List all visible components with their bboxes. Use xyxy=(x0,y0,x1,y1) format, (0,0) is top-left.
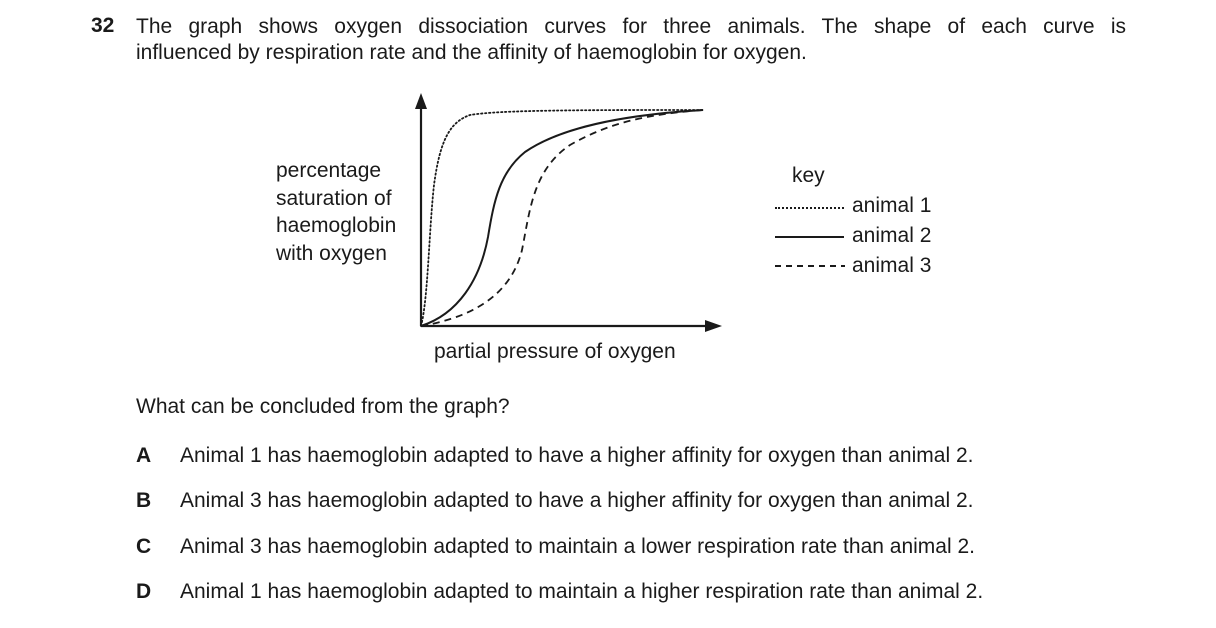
question-number: 32 xyxy=(91,14,115,37)
key-line-dashed xyxy=(775,265,845,267)
y-axis-label-line: haemoglobin xyxy=(276,214,397,237)
curve-animal-1 xyxy=(420,109,704,327)
key-item-animal-3: animal 3 xyxy=(852,254,932,277)
option-c-text[interactable]: Animal 3 has haemoglobin adapted to main… xyxy=(180,535,975,558)
y-axis-label-line: saturation of xyxy=(276,186,392,210)
y-axis-label-line: percentage xyxy=(276,159,382,182)
question-prompt: What can be concluded from the graph? xyxy=(136,395,510,418)
key-item-animal-2: animal 2 xyxy=(852,224,932,247)
key-item-animal-1: animal 1 xyxy=(852,194,932,217)
question-stem-line-1: The graph shows oxygen dissociation curv… xyxy=(136,15,1126,38)
option-a-text[interactable]: Animal 1 has haemoglobin adapted to have… xyxy=(180,444,974,467)
y-axis-arrowhead xyxy=(415,93,427,109)
option-d-letter[interactable]: D xyxy=(136,580,152,603)
option-a-letter[interactable]: A xyxy=(136,444,152,467)
key-title: key xyxy=(792,164,825,187)
x-axis-arrowhead xyxy=(705,320,722,332)
x-axis-label: partial pressure of oxygen xyxy=(434,340,676,363)
option-b-text[interactable]: Animal 3 has haemoglobin adapted to have… xyxy=(180,489,974,512)
key-line-dotted xyxy=(775,207,844,209)
option-d-text[interactable]: Animal 1 has haemoglobin adapted to main… xyxy=(180,580,984,603)
key-line-solid xyxy=(775,236,844,238)
curve-animal-3 xyxy=(420,109,704,327)
y-axis-label-line: with oxygen xyxy=(276,241,387,265)
option-c-letter[interactable]: C xyxy=(136,535,152,558)
y-axis-label: percentage saturation of haemoglobin wit… xyxy=(276,157,396,267)
question-stem: The graph shows oxygen dissociation curv… xyxy=(136,14,1126,66)
question-stem-line-2: influenced by respiration rate and the a… xyxy=(136,41,807,64)
option-b-letter[interactable]: B xyxy=(136,489,152,512)
curve-animal-2 xyxy=(420,109,704,327)
